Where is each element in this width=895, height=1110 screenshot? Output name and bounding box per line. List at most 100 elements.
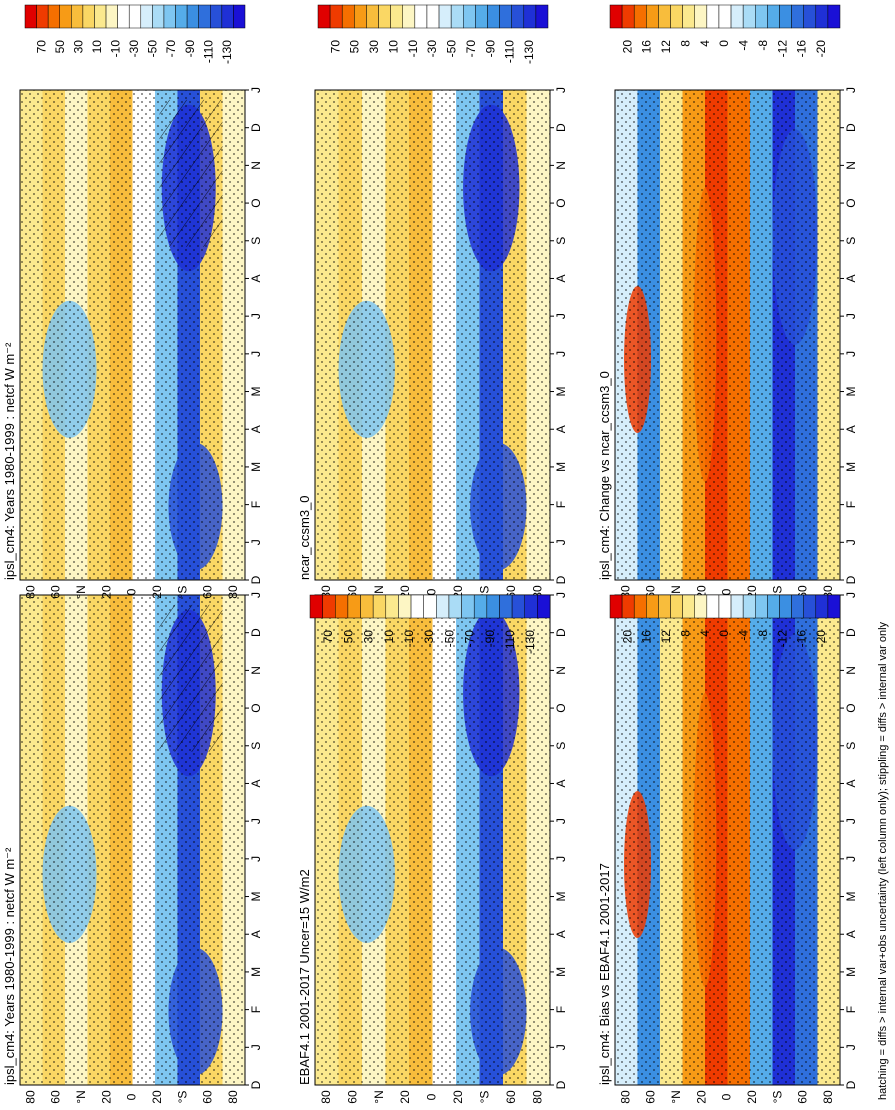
colorbar-swatch: [803, 594, 817, 619]
colorbar-swatch: [537, 594, 551, 619]
month-tick-label: A: [249, 425, 263, 433]
month-tick-label: N: [554, 161, 568, 170]
month-tick-label: D: [554, 123, 568, 132]
month-tick-label: J: [249, 818, 263, 824]
colorbar-swatch: [24, 4, 37, 29]
colorbar-tick-label: -130: [522, 40, 536, 64]
latitude-tick-label: 20: [451, 1090, 465, 1104]
colorbar-swatch: [438, 4, 452, 29]
colorbar-swatch: [803, 4, 817, 29]
latitude-tick-label: 0: [125, 1093, 139, 1100]
month-tick-label: M: [249, 967, 263, 977]
latitude-tick-label: 80: [319, 1090, 333, 1104]
latitude-tick-label: 0: [125, 588, 139, 595]
colorbar-swatch: [523, 4, 537, 29]
colorbar-swatch: [694, 594, 708, 619]
colorbar-tick-label: -50: [442, 630, 456, 648]
month-tick-label: J: [554, 856, 568, 862]
colorbar-swatch: [658, 594, 671, 619]
month-tick-label: D: [249, 628, 263, 637]
colorbar-swatch: [621, 4, 635, 29]
colorbar-tick-label: -50: [146, 40, 160, 58]
month-tick-label: F: [554, 501, 568, 508]
colorbar-swatch: [815, 4, 829, 29]
colorbar: 70 50 30 10 -10 -30 -50 -70 -90 -110 -130: [24, 4, 246, 64]
latitude-tick-label: 60: [345, 1090, 359, 1104]
latitude-tick-label: 0: [720, 588, 734, 595]
colorbar-tick-label: 10: [382, 630, 396, 644]
month-tick-label: S: [844, 237, 858, 245]
colorbar-swatch: [105, 4, 118, 29]
panel-title: ipsl_cm4: Bias vs EBAF4.1 2001-2017: [597, 863, 612, 1085]
latitude-tick-label: 0: [425, 1093, 439, 1100]
colorbar-swatch: [633, 4, 647, 29]
hatching-overlay: [159, 99, 223, 247]
colorbar-tick-label: 4: [698, 630, 712, 637]
colorbar-swatch: [423, 594, 437, 619]
colorbar-swatch: [175, 4, 188, 29]
colorbar-swatch: [499, 4, 512, 29]
colorbar-swatch: [827, 594, 841, 619]
month-tick-label: A: [844, 425, 858, 433]
colorbar-swatch: [646, 4, 659, 29]
colorbar-swatch: [524, 594, 538, 619]
panel-title: ipsl_cm4: Years 1980-1999 : netcf W m⁻²: [2, 342, 17, 580]
month-tick-label: A: [249, 930, 263, 938]
colorbar-swatch: [221, 4, 234, 29]
stippling-overlay: [615, 90, 840, 580]
colorbar-swatch: [385, 594, 399, 619]
month-tick-label: O: [554, 198, 568, 207]
colorbar-tick-label: -30: [422, 630, 436, 648]
panel-title: ipsl_cm4: Years 1980-1999 : netcf W m⁻²: [2, 847, 17, 1085]
panel-top-left: D J F M A M J J A S O N D J 80 60 °N 20 0 20 °S 60 80 ipsl_cm4:…: [2, 592, 263, 1104]
colorbar-swatch: [317, 4, 331, 29]
latitude-tick-label: 0: [425, 588, 439, 595]
colorbar-tick-label: -110: [503, 40, 517, 63]
colorbar-swatch: [535, 4, 549, 29]
month-tick-label: N: [249, 161, 263, 170]
month-tick-label: M: [844, 387, 858, 397]
colorbar-swatch: [670, 594, 683, 619]
colorbar-swatch: [486, 594, 500, 619]
colorbar-tick-label: 30: [367, 40, 381, 54]
colorbar-tick-label: -70: [164, 40, 178, 58]
colorbar-tick-label: -20: [814, 630, 828, 648]
month-tick-label: J: [249, 592, 263, 598]
month-tick-label: O: [844, 703, 858, 712]
colorbar-swatch: [646, 594, 659, 619]
colorbar-swatch: [827, 4, 841, 29]
month-tick-label: J: [844, 818, 858, 824]
colorbar-tick-label: 30: [362, 630, 376, 644]
panel-frame: [19, 594, 246, 1086]
colorbar-tick-label: 4: [698, 40, 712, 47]
colorbar-swatch: [609, 4, 623, 29]
panel-frame: [314, 89, 551, 581]
colorbar-swatch: [767, 4, 780, 29]
colorbar-swatch: [511, 4, 525, 29]
colorbar-swatch: [347, 594, 361, 619]
colorbar-tick-label: -10: [406, 40, 420, 58]
colorbar-swatch: [128, 4, 142, 29]
colorbar-tick-label: -16: [795, 630, 809, 648]
latitude-tick-label: °N: [74, 585, 88, 598]
colorbar-swatch: [706, 4, 720, 29]
colorbar-tick-label: 0: [717, 40, 731, 47]
colorbar-swatch: [511, 594, 525, 619]
colorbar-swatch: [94, 4, 107, 29]
colorbar-swatch: [475, 4, 488, 29]
colorbar-swatch: [463, 4, 476, 29]
colorbar-tick-label: 30: [72, 40, 86, 54]
colorbar-tick-label: -30: [425, 40, 439, 58]
colorbar-swatch: [755, 4, 768, 29]
colorbar: 70 50 30 10 -10 -30 -50 -70 -90 -110 -130: [317, 4, 549, 64]
colorbars: 70 50 30 10 -10 -30 -50 -70 -90 -110 -130 70 50 30 10-…: [24, 4, 841, 654]
colorbar-swatch: [402, 4, 416, 29]
month-tick-label: A: [844, 779, 858, 787]
month-tick-label: M: [554, 892, 568, 902]
colorbar-swatch: [71, 4, 84, 29]
colorbar-tick-label: 50: [348, 40, 362, 54]
latitude-tick-label: 20: [398, 1090, 412, 1104]
colorbar-tick-label: 70: [35, 40, 49, 54]
